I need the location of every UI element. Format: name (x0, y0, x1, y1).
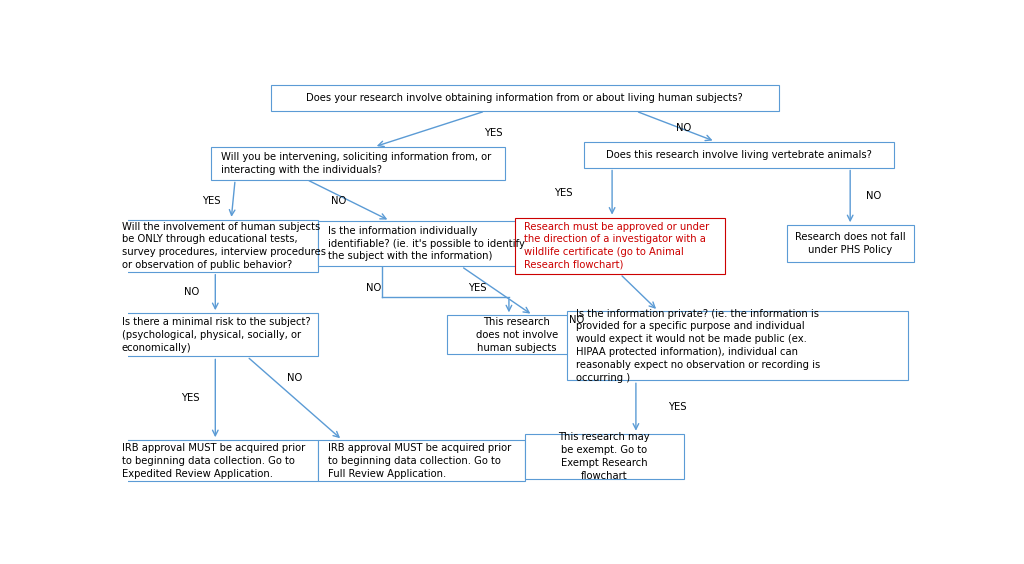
FancyBboxPatch shape (524, 434, 684, 479)
Text: YES: YES (483, 128, 503, 138)
Text: IRB approval MUST be acquired prior
to beginning data collection. Go to
Full Rev: IRB approval MUST be acquired prior to b… (328, 443, 511, 478)
Text: NO: NO (287, 373, 302, 383)
Text: Is the information private? (ie. the information is
provided for a specific purp: Is the information private? (ie. the inf… (577, 309, 820, 382)
Text: This research
does not involve
human subjects: This research does not involve human sub… (476, 317, 558, 352)
FancyBboxPatch shape (113, 440, 318, 481)
FancyBboxPatch shape (318, 221, 524, 266)
Text: NO: NO (676, 124, 691, 134)
Text: YES: YES (202, 196, 220, 206)
Text: Research must be approved or under
the direction of a investigator with a
wildli: Research must be approved or under the d… (524, 222, 710, 270)
Text: Does your research involve obtaining information from or about living human subj: Does your research involve obtaining inf… (306, 93, 743, 103)
Text: NO: NO (184, 288, 200, 297)
Text: NO: NO (569, 315, 585, 324)
Text: YES: YES (181, 393, 200, 403)
FancyBboxPatch shape (270, 85, 779, 111)
Text: Is the information individually
identifiable? (ie. it's possible to identify
the: Is the information individually identifi… (328, 226, 525, 261)
Text: Research does not fall
under PHS Policy: Research does not fall under PHS Policy (795, 232, 905, 255)
Text: Will you be intervening, soliciting information from, or
interacting with the in: Will you be intervening, soliciting info… (221, 152, 492, 175)
FancyBboxPatch shape (585, 142, 894, 168)
Text: NO: NO (367, 283, 382, 293)
FancyBboxPatch shape (211, 147, 505, 179)
FancyBboxPatch shape (113, 219, 318, 272)
Text: Is there a minimal risk to the subject?
(psychological, physical, socially, or
e: Is there a minimal risk to the subject? … (122, 317, 310, 352)
Text: Will the involvement of human subjects
be ONLY through educational tests,
survey: Will the involvement of human subjects b… (122, 222, 326, 270)
FancyBboxPatch shape (515, 218, 725, 274)
Text: This research may
be exempt. Go to
Exempt Research
flowchart: This research may be exempt. Go to Exemp… (558, 432, 650, 481)
FancyBboxPatch shape (786, 225, 913, 262)
FancyBboxPatch shape (318, 440, 524, 481)
FancyBboxPatch shape (567, 311, 908, 380)
Text: YES: YES (468, 283, 486, 293)
FancyBboxPatch shape (113, 313, 318, 356)
Text: Does this research involve living vertebrate animals?: Does this research involve living verteb… (606, 149, 872, 160)
Text: IRB approval MUST be acquired prior
to beginning data collection. Go to
Expedite: IRB approval MUST be acquired prior to b… (122, 443, 305, 478)
Text: YES: YES (668, 402, 686, 412)
Text: YES: YES (554, 188, 572, 197)
FancyBboxPatch shape (447, 315, 587, 354)
Text: NO: NO (866, 191, 882, 201)
Text: NO: NO (331, 196, 346, 206)
